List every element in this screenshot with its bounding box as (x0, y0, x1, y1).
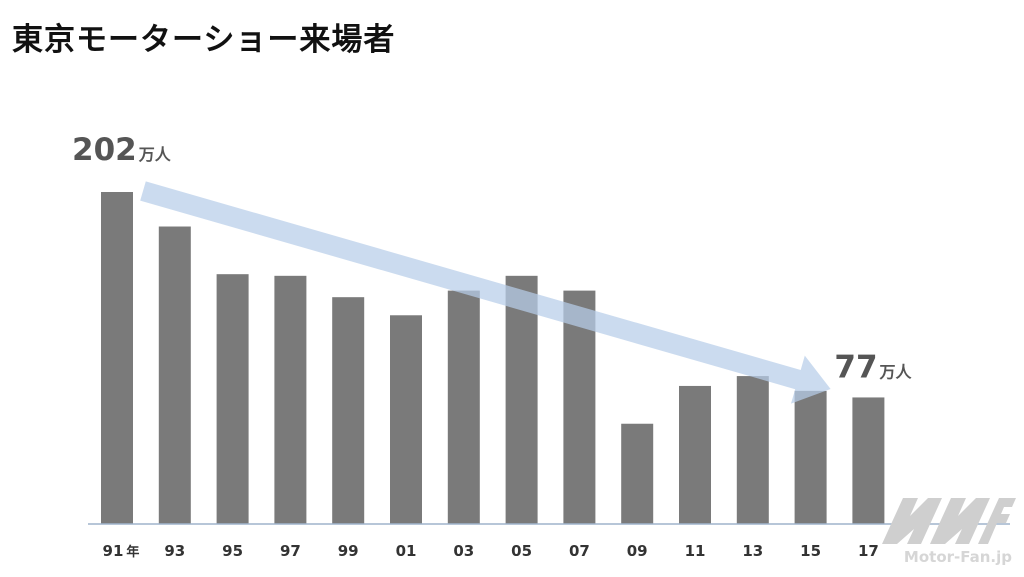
annotation-value: 77 (834, 349, 877, 385)
x-tick-label-11: 11 (685, 542, 706, 560)
bar-95 (216, 274, 249, 524)
bar-01 (390, 315, 422, 524)
x-tick-label-91: 91 年 (103, 542, 140, 560)
annotation-value: 202 (72, 132, 137, 168)
bar-09 (621, 423, 654, 524)
chart-title: 東京モーターショー来場者 (12, 22, 396, 58)
x-tick-label-17: 17 (858, 542, 879, 560)
x-tick-label-97: 97 (280, 542, 301, 560)
bar-97 (274, 275, 307, 524)
x-tick-labels: 91 年 93 95 97 99 01 03 05 07 09 11 13 15 17 (103, 542, 879, 560)
annotation-unit: 万人 (879, 362, 913, 381)
annotation-unit: 万人 (138, 145, 172, 164)
x-tick-label-09: 09 (627, 542, 648, 560)
motor-fan-logo (882, 498, 1016, 544)
bar-17 (852, 397, 885, 524)
bar-15 (794, 390, 827, 524)
watermark-text: Motor-Fan.jp (904, 548, 1012, 566)
bar-93 (158, 226, 191, 525)
x-tick-label-13: 13 (742, 542, 763, 560)
year-suffix: 年 (126, 544, 139, 560)
bar-03 (447, 290, 480, 524)
x-tick-label-99: 99 (338, 542, 359, 560)
annotation-17: 77 万人 (834, 349, 912, 385)
trend-arrow (140, 181, 831, 404)
x-tick-label-93: 93 (164, 542, 185, 560)
bar-05 (505, 275, 538, 524)
x-tick-label-15: 15 (800, 542, 821, 560)
annotation-91: 202 万人 (72, 132, 172, 168)
bar-11 (679, 385, 711, 524)
x-tick-label-07: 07 (569, 542, 590, 560)
bar-99 (332, 297, 365, 524)
bar-13 (736, 376, 769, 524)
x-tick-label-05: 05 (511, 542, 532, 560)
bar-91 (101, 192, 133, 524)
bars-group (101, 192, 885, 525)
watermark: Motor-Fan.jp (882, 498, 1016, 566)
x-tick-label-01: 01 (396, 542, 417, 560)
x-tick-label-95: 95 (222, 542, 243, 560)
x-tick-label-03: 03 (453, 542, 474, 560)
